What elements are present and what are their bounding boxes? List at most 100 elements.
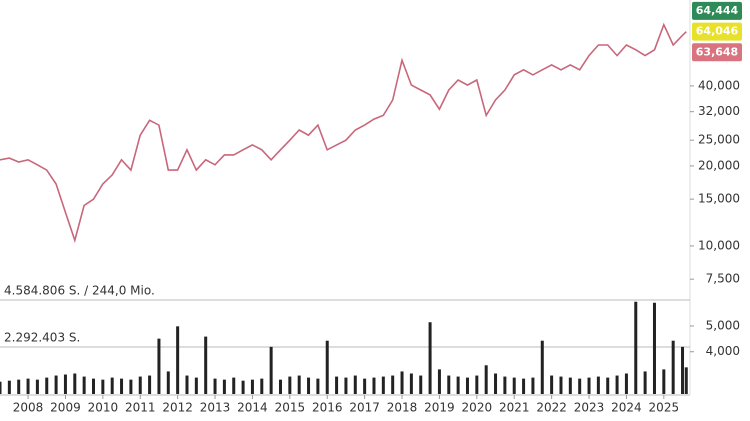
volume-bar (503, 376, 507, 394)
volume-bar (662, 369, 666, 394)
volume-bar (684, 367, 688, 394)
volume-bar (681, 346, 685, 394)
volume-bar (185, 375, 189, 394)
x-tick-label: 2012 (162, 401, 193, 415)
volume-bar (559, 376, 563, 394)
x-tick-label: 2014 (237, 401, 268, 415)
volume-bar (372, 377, 376, 394)
y-tick-label: 10,000 (698, 238, 740, 252)
x-tick-label: 2016 (312, 401, 343, 415)
x-tick-label: 2024 (611, 401, 642, 415)
volume-bar (522, 378, 526, 394)
price-flag-label: 63,648 (696, 45, 738, 58)
volume-bar (447, 375, 451, 394)
x-tick-label: 2011 (125, 401, 156, 415)
volume-bar (409, 373, 413, 394)
volume-bar (540, 340, 544, 394)
volume-bar (428, 322, 432, 394)
volume-bar (531, 377, 535, 394)
volume-bar (241, 380, 245, 394)
x-tick-label: 2020 (462, 401, 493, 415)
x-tick-label: 2010 (88, 401, 119, 415)
volume-bar (213, 378, 217, 394)
volume-bar (400, 371, 404, 394)
price-line (0, 22, 687, 244)
volume-bar (297, 375, 301, 394)
volume-bar (7, 380, 11, 394)
volume-bar (250, 379, 254, 394)
volume-bar (363, 378, 367, 394)
y-tick-label: 5,000 (706, 318, 740, 332)
volume-bar (587, 377, 591, 394)
volume-bar (138, 376, 142, 394)
volume-bar (671, 340, 675, 394)
y-tick-label: 15,000 (698, 192, 740, 206)
volume-bar (652, 302, 656, 394)
volume-bar (335, 376, 339, 394)
volume-bar (45, 377, 49, 394)
volume-bar (568, 377, 572, 394)
volume-bar (194, 377, 198, 394)
volume-bar (176, 326, 180, 394)
volume-bar (26, 378, 30, 394)
volume-bar (63, 374, 67, 394)
volume-bar (381, 376, 385, 394)
volume-bar (578, 378, 582, 394)
price-flag (692, 22, 742, 41)
x-tick-label: 2009 (50, 401, 81, 415)
volume-bar (615, 375, 619, 394)
y-tick-label: 40,000 (698, 78, 740, 92)
x-tick-label: 2008 (13, 401, 44, 415)
price-flag-label: 64,444 (696, 4, 739, 17)
price-flag (692, 1, 742, 20)
x-tick-label: 2018 (387, 401, 418, 415)
volume-bar (512, 377, 516, 394)
volume-bar (232, 377, 236, 394)
volume-bar (307, 377, 311, 394)
volume-bar (91, 378, 95, 394)
volume-bar (278, 379, 282, 394)
x-tick-label: 2023 (574, 401, 605, 415)
x-tick-label: 2015 (275, 401, 306, 415)
x-tick-label: 2017 (349, 401, 380, 415)
volume-bar (643, 371, 647, 394)
volume-bar (475, 375, 479, 394)
volume-bar (166, 371, 170, 394)
volume-bar (260, 378, 264, 394)
volume-bar (344, 377, 348, 394)
x-tick-label: 2025 (649, 401, 680, 415)
x-tick-label: 2022 (536, 401, 567, 415)
volume-bar (419, 375, 423, 394)
volume-bar (465, 377, 469, 394)
volume-bar (269, 346, 273, 394)
volume-bar (437, 369, 441, 394)
volume-bar (484, 365, 488, 394)
volume-bar (101, 379, 105, 394)
volume-bar (110, 377, 114, 394)
volume-bar (148, 375, 152, 394)
volume-bar (82, 376, 86, 394)
x-tick-label: 2021 (499, 401, 530, 415)
y-tick-label: 32,000 (698, 104, 740, 118)
y-tick-label: 4,000 (706, 344, 740, 358)
volume-bar (129, 379, 133, 394)
y-tick-label: 25,000 (698, 133, 740, 147)
volume-bar (54, 375, 58, 394)
y-tick-label: 7,500 (706, 272, 740, 286)
volume-bar (316, 378, 320, 394)
volume-bar (606, 377, 610, 394)
volume-bar (391, 375, 395, 394)
y-tick-label: 20,000 (698, 158, 740, 172)
volume-bar (288, 376, 292, 394)
volume-bar (624, 373, 628, 394)
volume-bar (120, 378, 124, 394)
volume-bar (73, 373, 77, 394)
volume-bar (0, 381, 2, 394)
volume-bar (634, 301, 638, 394)
price-flag (692, 43, 742, 62)
volume-bar (456, 376, 460, 394)
volume-bar (17, 379, 21, 394)
volume-bar (550, 375, 554, 394)
